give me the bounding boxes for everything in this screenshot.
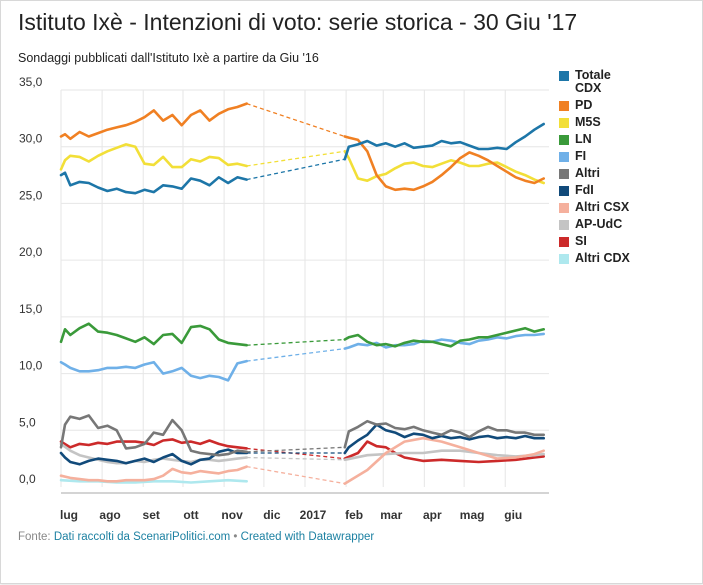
y-tick-label: 20,0 xyxy=(19,245,43,259)
series-gap-pd xyxy=(246,102,345,138)
legend-swatch xyxy=(559,71,569,81)
series-gap-totale-cdx xyxy=(246,158,345,181)
legend-label: FdI xyxy=(575,183,594,197)
series-line-pd xyxy=(59,102,248,141)
x-tick-label: ago xyxy=(99,508,120,522)
x-tick-label: set xyxy=(143,508,160,522)
series-line-altri-csx xyxy=(59,465,248,483)
series-line-altri xyxy=(59,414,248,457)
legend-item-ap-udc[interactable]: AP-UdC xyxy=(559,218,699,231)
source-link[interactable]: Dati raccolti da ScenariPolitici.com xyxy=(53,531,231,543)
legend-swatch xyxy=(559,135,569,145)
legend-item-totale-cdx[interactable]: Totale CDX xyxy=(559,69,699,95)
series-line-totale-cdx xyxy=(343,122,545,161)
datawrapper-link[interactable]: Created with Datawrapper xyxy=(240,531,375,543)
legend-swatch xyxy=(559,203,569,213)
legend-swatch xyxy=(559,152,569,162)
series-line-si xyxy=(59,438,248,450)
legend-label: Altri xyxy=(575,166,600,180)
legend-swatch xyxy=(559,101,569,111)
series-line-ln xyxy=(343,326,545,348)
legend-item-fdi[interactable]: FdI xyxy=(559,184,699,197)
legend-item-ln[interactable]: LN xyxy=(559,133,699,146)
legend-label: SI xyxy=(575,234,587,248)
legend-label: AP-UdC xyxy=(575,217,623,231)
legend-swatch xyxy=(559,254,569,264)
y-tick-label: 30,0 xyxy=(19,132,43,146)
y-tick-label: 35,0 xyxy=(19,75,43,89)
legend-item-altri-cdx[interactable]: Altri CDX xyxy=(559,252,699,265)
legend-swatch xyxy=(559,169,569,179)
series-line-fdi xyxy=(343,423,545,455)
legend-item-altri-csx[interactable]: Altri CSX xyxy=(559,201,699,214)
series-line-si xyxy=(343,440,545,464)
series-gap-ln xyxy=(246,338,345,346)
legend-label: M5S xyxy=(575,115,601,129)
chart-title: Istituto Ixè - Intenzioni di voto: serie… xyxy=(18,9,578,35)
legend-swatch xyxy=(559,186,569,196)
series-line-pd xyxy=(343,135,545,192)
legend-item-fi[interactable]: FI xyxy=(559,150,699,163)
x-tick-label: 2017 xyxy=(300,508,327,522)
legend-label: Totale CDX xyxy=(575,68,611,95)
series-line-ap-udc xyxy=(59,442,248,465)
legend-label: Altri CDX xyxy=(575,251,630,265)
series-line-altri-csx xyxy=(343,436,545,485)
legend-swatch xyxy=(559,237,569,247)
series-gap-fi xyxy=(246,347,345,362)
y-tick-label: 10,0 xyxy=(19,359,43,373)
legend-swatch xyxy=(559,118,569,128)
legend-item-pd[interactable]: PD xyxy=(559,99,699,112)
footer: Fonte: Dati raccolti da ScenariPolitici.… xyxy=(18,531,374,543)
x-tick-label: nov xyxy=(221,508,243,522)
legend-swatch xyxy=(559,220,569,230)
series-line-fi xyxy=(59,359,248,382)
legend-label: LN xyxy=(575,132,592,146)
series-gap-ap-udc xyxy=(246,456,345,461)
legend-item-altri[interactable]: Altri xyxy=(559,167,699,180)
series-gap-altri xyxy=(246,446,345,453)
series-line-ln xyxy=(59,322,248,347)
y-tick-label: 5,0 xyxy=(19,415,36,429)
x-tick-label: apr xyxy=(423,508,442,522)
footer-prefix: Fonte: xyxy=(18,531,54,543)
y-tick-label: 15,0 xyxy=(19,302,43,316)
series-line-fi xyxy=(343,332,545,350)
series-line-totale-cdx xyxy=(59,171,248,195)
legend-item-si[interactable]: SI xyxy=(559,235,699,248)
x-tick-label: lug xyxy=(60,508,78,522)
x-tick-label: dic xyxy=(263,508,281,522)
series-line-m5s xyxy=(59,143,248,171)
x-tick-label: mag xyxy=(460,508,485,522)
legend-label: Altri CSX xyxy=(575,200,630,214)
legend: Totale CDX PD M5S LN FI Altri FdI Altri CSX AP-U… xyxy=(559,69,699,269)
x-tick-label: giu xyxy=(504,508,522,522)
series-line-altri xyxy=(343,419,545,449)
x-tick-label: ott xyxy=(183,508,198,522)
legend-label: PD xyxy=(575,98,593,112)
x-tick-label: feb xyxy=(345,508,363,522)
y-tick-label: 0,0 xyxy=(19,472,36,486)
series-gap-m5s xyxy=(246,150,345,167)
series-gap-altri-csx xyxy=(246,465,345,485)
series-line-m5s xyxy=(343,150,545,185)
y-tick-label: 25,0 xyxy=(19,188,43,202)
legend-label: FI xyxy=(575,149,587,163)
footer-separator: • xyxy=(230,531,241,543)
x-tick-label: mar xyxy=(380,508,402,522)
legend-item-m5s[interactable]: M5S xyxy=(559,116,699,129)
chart-subtitle: Sondaggi pubblicati dall'Istituto Ixè a … xyxy=(18,51,319,65)
